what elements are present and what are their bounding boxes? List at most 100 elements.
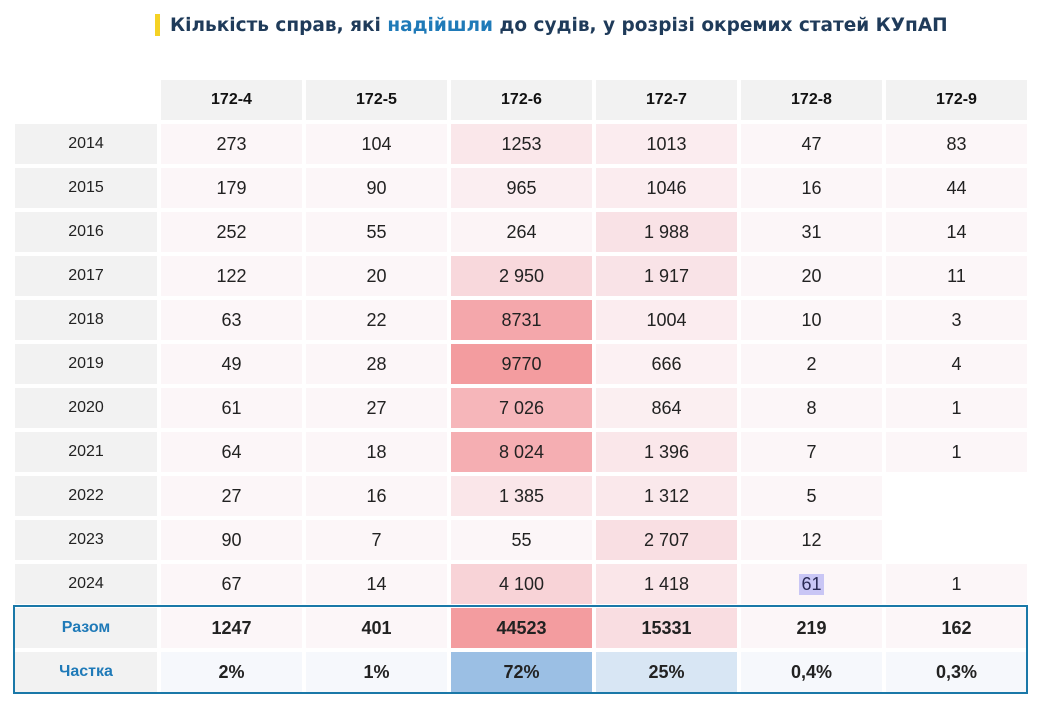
page-title: Кількість справ, які надійшли до судів, … bbox=[155, 12, 948, 38]
table-cell[interactable]: 10 bbox=[741, 300, 882, 340]
totals-cell[interactable]: 1247 bbox=[161, 608, 302, 648]
table-cell[interactable]: 14 bbox=[886, 212, 1027, 252]
table-cell[interactable]: 1253 bbox=[451, 124, 592, 164]
table-cell[interactable]: 11 bbox=[886, 256, 1027, 296]
row-year-label: 2024 bbox=[15, 564, 157, 604]
selected-cell-value: 61 bbox=[799, 573, 824, 595]
table-cell[interactable]: 2 bbox=[741, 344, 882, 384]
table-cell[interactable]: 90 bbox=[306, 168, 447, 208]
column-header: 172-5 bbox=[306, 80, 447, 120]
column-header: 172-6 bbox=[451, 80, 592, 120]
table-cell[interactable]: 1 bbox=[886, 388, 1027, 428]
table-cell[interactable]: 63 bbox=[161, 300, 302, 340]
title-text: Кількість справ, які надійшли до судів, … bbox=[170, 15, 948, 36]
shares-row-label: Частка bbox=[15, 652, 157, 692]
table-cell[interactable]: 2 707 bbox=[596, 520, 737, 560]
totals-cell[interactable]: 44523 bbox=[451, 608, 592, 648]
corner-cell bbox=[15, 80, 157, 120]
row-year-label: 2019 bbox=[15, 344, 157, 384]
table-cell[interactable]: 7 bbox=[741, 432, 882, 472]
table-cell[interactable]: 55 bbox=[306, 212, 447, 252]
shares-cell[interactable]: 0,3% bbox=[886, 652, 1027, 692]
table-cell[interactable]: 28 bbox=[306, 344, 447, 384]
table-cell[interactable]: 61 bbox=[161, 388, 302, 428]
table-cell[interactable]: 179 bbox=[161, 168, 302, 208]
table-cell-selected[interactable]: 61 bbox=[741, 564, 882, 604]
table-cell[interactable]: 1013 bbox=[596, 124, 737, 164]
table-cell[interactable]: 12 bbox=[741, 520, 882, 560]
table-cell[interactable]: 1 917 bbox=[596, 256, 737, 296]
table-cell[interactable]: 49 bbox=[161, 344, 302, 384]
table-cell[interactable]: 9770 bbox=[451, 344, 592, 384]
table-cell[interactable]: 3 bbox=[886, 300, 1027, 340]
table-cell[interactable]: 264 bbox=[451, 212, 592, 252]
row-year-label: 2022 bbox=[15, 476, 157, 516]
table-cell[interactable]: 18 bbox=[306, 432, 447, 472]
row-year-label: 2021 bbox=[15, 432, 157, 472]
table-cell[interactable]: 5 bbox=[741, 476, 882, 516]
table-cell[interactable]: 1 988 bbox=[596, 212, 737, 252]
row-year-label: 2015 bbox=[15, 168, 157, 208]
table-cell[interactable]: 1 bbox=[886, 564, 1027, 604]
table-cell[interactable]: 252 bbox=[161, 212, 302, 252]
table-cell[interactable]: 55 bbox=[451, 520, 592, 560]
table-cell[interactable]: 31 bbox=[741, 212, 882, 252]
table-cell[interactable]: 20 bbox=[741, 256, 882, 296]
table-cell[interactable]: 666 bbox=[596, 344, 737, 384]
table-cell[interactable]: 122 bbox=[161, 256, 302, 296]
shares-cell[interactable]: 0,4% bbox=[741, 652, 882, 692]
table-cell[interactable]: 16 bbox=[741, 168, 882, 208]
totals-cell[interactable]: 162 bbox=[886, 608, 1027, 648]
table-cell[interactable]: 4 100 bbox=[451, 564, 592, 604]
table-cell[interactable]: 14 bbox=[306, 564, 447, 604]
title-accent-bar bbox=[155, 14, 160, 36]
table-cell[interactable] bbox=[886, 476, 1027, 516]
totals-cell[interactable]: 15331 bbox=[596, 608, 737, 648]
table-cell[interactable]: 1046 bbox=[596, 168, 737, 208]
title-prefix: Кількість справ, які bbox=[170, 14, 388, 36]
table-cell[interactable]: 47 bbox=[741, 124, 882, 164]
shares-cell[interactable]: 72% bbox=[451, 652, 592, 692]
table-cell[interactable]: 8731 bbox=[451, 300, 592, 340]
table-cell[interactable]: 965 bbox=[451, 168, 592, 208]
table-cell[interactable]: 27 bbox=[306, 388, 447, 428]
table-cell[interactable]: 8 024 bbox=[451, 432, 592, 472]
table-cell[interactable]: 7 026 bbox=[451, 388, 592, 428]
table-cell[interactable]: 67 bbox=[161, 564, 302, 604]
table-cell[interactable]: 273 bbox=[161, 124, 302, 164]
shares-cell[interactable]: 25% bbox=[596, 652, 737, 692]
table-cell[interactable]: 16 bbox=[306, 476, 447, 516]
totals-cell[interactable]: 401 bbox=[306, 608, 447, 648]
table-cell[interactable]: 22 bbox=[306, 300, 447, 340]
table-cell[interactable]: 7 bbox=[306, 520, 447, 560]
table-cell[interactable]: 1 385 bbox=[451, 476, 592, 516]
column-header: 172-8 bbox=[741, 80, 882, 120]
totals-cell[interactable]: 219 bbox=[741, 608, 882, 648]
table-cell[interactable]: 1 418 bbox=[596, 564, 737, 604]
table-cell[interactable]: 20 bbox=[306, 256, 447, 296]
table-cell[interactable]: 2 950 bbox=[451, 256, 592, 296]
row-year-label: 2016 bbox=[15, 212, 157, 252]
row-year-label: 2017 bbox=[15, 256, 157, 296]
shares-cell[interactable]: 2% bbox=[161, 652, 302, 692]
table-cell[interactable]: 1 bbox=[886, 432, 1027, 472]
table-cell[interactable]: 8 bbox=[741, 388, 882, 428]
table-cell[interactable]: 83 bbox=[886, 124, 1027, 164]
table-cell[interactable]: 104 bbox=[306, 124, 447, 164]
table-cell[interactable]: 90 bbox=[161, 520, 302, 560]
column-header: 172-9 bbox=[886, 80, 1027, 120]
table-cell[interactable]: 44 bbox=[886, 168, 1027, 208]
title-suffix: до судів, у розрізі окремих статей КУпАП bbox=[492, 14, 948, 36]
column-header: 172-4 bbox=[161, 80, 302, 120]
table-cell[interactable]: 1004 bbox=[596, 300, 737, 340]
table-cell[interactable]: 1 396 bbox=[596, 432, 737, 472]
shares-cell[interactable]: 1% bbox=[306, 652, 447, 692]
table-cell[interactable]: 4 bbox=[886, 344, 1027, 384]
title-highlight: надійшли bbox=[387, 14, 493, 36]
table-cell[interactable]: 864 bbox=[596, 388, 737, 428]
table-cell[interactable]: 27 bbox=[161, 476, 302, 516]
table-cell[interactable]: 64 bbox=[161, 432, 302, 472]
table-cell[interactable] bbox=[886, 520, 1027, 560]
cases-table: 172-4 172-5 172-6 172-7 172-8 172-9 2014 273 104… bbox=[13, 78, 1028, 694]
table-cell[interactable]: 1 312 bbox=[596, 476, 737, 516]
